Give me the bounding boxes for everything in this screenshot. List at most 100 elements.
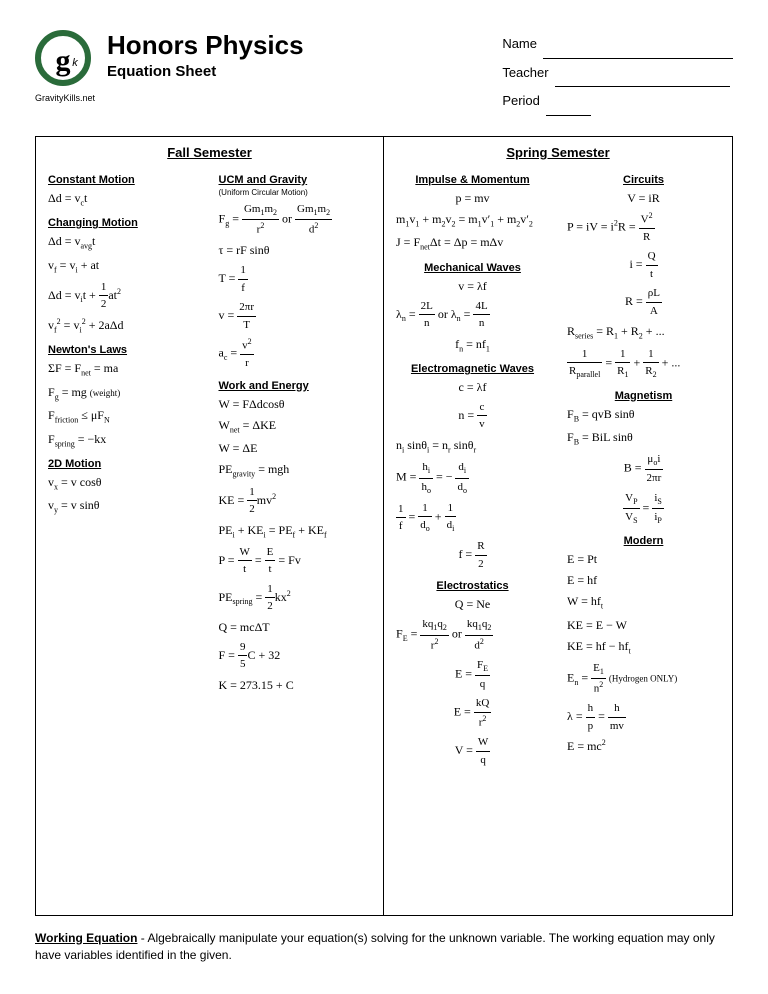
- eq: KE = hf − hft: [567, 637, 720, 657]
- topic-2d: 2D Motion: [48, 458, 201, 470]
- teacher-blank: [555, 59, 730, 88]
- footer-label: Working Equation: [35, 931, 137, 945]
- fall-title: Fall Semester: [48, 145, 371, 160]
- eq: FB = BiL sinθ: [567, 428, 720, 448]
- ucm-sub: (Uniform Circular Motion): [219, 188, 372, 197]
- main-box: Fall Semester Constant Motion Δd = vct C…: [35, 136, 733, 916]
- spring-left-subcol: Impulse & Momentum p = mv m1v1 + m2v2 = …: [396, 166, 549, 771]
- svg-text:k: k: [72, 57, 78, 69]
- spring-right-subcol: Circuits V = iR P = iV = i2R = V2R i = Q…: [567, 166, 720, 771]
- eq: Fg = Gm1m2r2 or Gm1m2d2: [219, 201, 372, 238]
- eq: PEgravity = mgh: [219, 460, 372, 480]
- period-label: Period: [502, 87, 540, 116]
- footer-text: - Algebraically manipulate your equation…: [35, 931, 715, 962]
- eq: Fg = mg (weight): [48, 383, 201, 403]
- eq: W = ΔE: [219, 439, 372, 457]
- header: g k GravityKills.net Honors Physics Equa…: [35, 30, 733, 116]
- topic-electro: Electrostatics: [396, 580, 549, 592]
- eq: Δd = vit + 12at2: [48, 279, 201, 313]
- eq: P = Wt = Et = Fv: [219, 544, 372, 578]
- teacher-label: Teacher: [502, 59, 548, 88]
- topic-mech-waves: Mechanical Waves: [396, 262, 549, 274]
- eq: v = 2πrT: [219, 299, 372, 333]
- eq: Q = Ne: [396, 595, 549, 613]
- eq: B = μoi2πr: [567, 451, 720, 487]
- topic-circuits: Circuits: [567, 174, 720, 186]
- eq: vx = v cosθ: [48, 473, 201, 493]
- eq: λ = hp = hmv: [567, 700, 720, 734]
- eq: VPVS = iSiP: [567, 490, 720, 527]
- topic-constant-motion: Constant Motion: [48, 174, 201, 186]
- eq: Δd = vavgt: [48, 232, 201, 252]
- eq: W = FΔdcosθ: [219, 395, 372, 413]
- eq: E = hf: [567, 571, 720, 589]
- eq: n = cv: [396, 399, 549, 433]
- eq: τ = rF sinθ: [219, 241, 372, 259]
- topic-changing-motion: Changing Motion: [48, 217, 201, 229]
- topic-magnetism: Magnetism: [567, 390, 720, 402]
- fall-left-subcol: Constant Motion Δd = vct Changing Motion…: [48, 166, 201, 697]
- eq: W = hft: [567, 592, 720, 612]
- eq: V = Wq: [396, 734, 549, 768]
- eq: ΣF = Fnet = ma: [48, 359, 201, 379]
- logo-block: g k GravityKills.net: [35, 30, 95, 103]
- eq: Δd = vct: [48, 189, 201, 209]
- eq: P = iV = i2R = V2R: [567, 210, 720, 246]
- name-label: Name: [502, 30, 537, 59]
- topic-work: Work and Energy: [219, 380, 372, 392]
- spring-title: Spring Semester: [396, 145, 720, 160]
- eq: En = E1n2 (Hydrogen ONLY): [567, 660, 720, 697]
- eq: KE = E − W: [567, 616, 720, 634]
- eq: fn = nf1: [396, 335, 549, 355]
- page-subtitle: Equation Sheet: [107, 63, 304, 80]
- eq: F = 95C + 32: [219, 639, 372, 673]
- eq: λn = 2Ln or λn = 4Ln: [396, 298, 549, 332]
- eq: vf2 = vi2 + 2aΔd: [48, 316, 201, 336]
- eq: FB = qvB sinθ: [567, 405, 720, 425]
- eq: v = λf: [396, 277, 549, 295]
- eq: R = ρLA: [567, 285, 720, 319]
- svg-text:g: g: [56, 44, 71, 77]
- title-block: Honors Physics Equation Sheet: [107, 30, 304, 80]
- eq: p = mv: [396, 189, 549, 207]
- topic-modern: Modern: [567, 535, 720, 547]
- footer: Working Equation - Algebraically manipul…: [35, 930, 733, 964]
- eq: Fspring = −kx: [48, 430, 201, 450]
- eq: PEi + KEi = PEf + KEf: [219, 521, 372, 541]
- eq: E = Pt: [567, 550, 720, 568]
- fall-right-subcol: UCM and Gravity (Uniform Circular Motion…: [219, 166, 372, 697]
- eq: E = kQr2: [396, 695, 549, 731]
- eq: ni sinθi = nr sinθr: [396, 436, 549, 456]
- name-blank: [543, 30, 733, 59]
- eq: c = λf: [396, 378, 549, 396]
- eq: Q = mcΔT: [219, 618, 372, 636]
- spring-column: Spring Semester Impulse & Momentum p = m…: [384, 137, 732, 915]
- topic-em-waves: Electromagnetic Waves: [396, 363, 549, 375]
- eq: vf = vi + at: [48, 256, 201, 276]
- topic-ucm: UCM and Gravity: [219, 174, 372, 186]
- eq: 1Rparallel = 1R1 + 1R2 + ...: [567, 346, 720, 382]
- period-blank: [546, 87, 591, 116]
- header-fields: Name Teacher Period: [502, 30, 733, 116]
- page-title: Honors Physics: [107, 30, 304, 61]
- eq: FE = kq1q2r2 or kq1q2d2: [396, 616, 549, 653]
- eq: 1f = 1do + 1di: [396, 500, 549, 536]
- eq: KE = 12mv2: [219, 484, 372, 518]
- eq: T = 1f: [219, 262, 372, 296]
- eq: PEspring = 12kx2: [219, 581, 372, 615]
- eq: V = iR: [567, 189, 720, 207]
- eq: Ffriction ≤ μFN: [48, 406, 201, 426]
- eq: i = Qt: [567, 248, 720, 282]
- eq: f = R2: [396, 538, 549, 572]
- eq: M = hiho = − dido: [396, 459, 549, 496]
- eq: m1v1 + m2v2 = m1v′1 + m2v′2: [396, 210, 549, 230]
- eq: J = FnetΔt = Δp = mΔv: [396, 233, 549, 253]
- topic-impulse: Impulse & Momentum: [396, 174, 549, 186]
- eq: Wnet = ΔKE: [219, 416, 372, 436]
- eq: E = mc2: [567, 737, 720, 755]
- eq: ac = v2r: [219, 336, 372, 372]
- eq: E = FEq: [396, 657, 549, 693]
- logo-caption: GravityKills.net: [35, 93, 95, 103]
- header-left: g k GravityKills.net Honors Physics Equa…: [35, 30, 304, 103]
- eq: K = 273.15 + C: [219, 676, 372, 694]
